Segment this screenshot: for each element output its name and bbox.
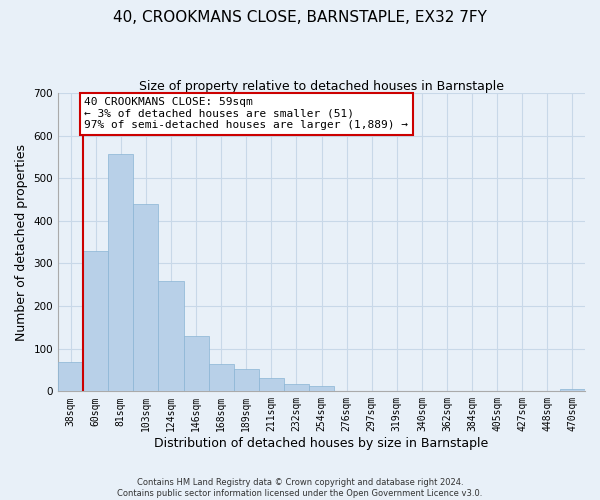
Bar <box>184 336 209 392</box>
Bar <box>560 389 585 392</box>
Text: 40 CROOKMANS CLOSE: 59sqm
← 3% of detached houses are smaller (51)
97% of semi-d: 40 CROOKMANS CLOSE: 59sqm ← 3% of detach… <box>85 98 409 130</box>
Bar <box>158 282 184 392</box>
Bar <box>309 386 334 392</box>
Bar <box>209 364 233 392</box>
Bar <box>233 369 259 392</box>
Bar <box>259 378 284 392</box>
Y-axis label: Number of detached properties: Number of detached properties <box>15 144 28 340</box>
Bar <box>58 362 83 392</box>
X-axis label: Distribution of detached houses by size in Barnstaple: Distribution of detached houses by size … <box>154 437 488 450</box>
Bar <box>108 154 133 392</box>
Title: Size of property relative to detached houses in Barnstaple: Size of property relative to detached ho… <box>139 80 504 93</box>
Text: Contains HM Land Registry data © Crown copyright and database right 2024.
Contai: Contains HM Land Registry data © Crown c… <box>118 478 482 498</box>
Bar <box>133 204 158 392</box>
Text: 40, CROOKMANS CLOSE, BARNSTAPLE, EX32 7FY: 40, CROOKMANS CLOSE, BARNSTAPLE, EX32 7F… <box>113 10 487 25</box>
Bar <box>83 250 108 392</box>
Bar <box>284 384 309 392</box>
